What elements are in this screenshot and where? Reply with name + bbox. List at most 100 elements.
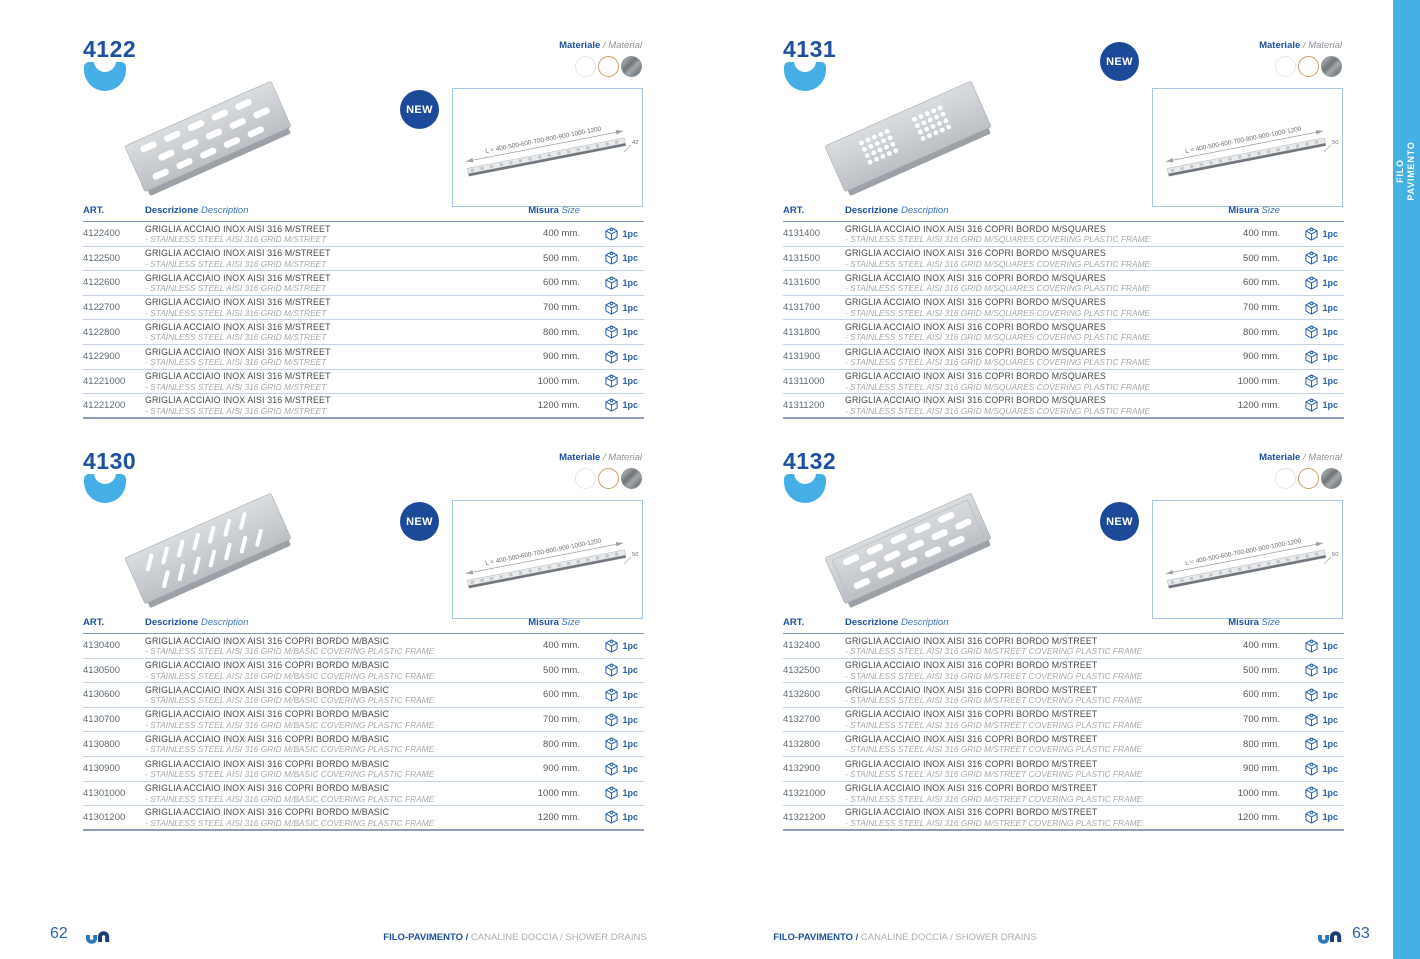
package-cell: 1pc bbox=[1280, 786, 1344, 800]
description-cell: GRIGLIA ACCIAIO INOX AISI 316 M/STREET -… bbox=[145, 297, 500, 318]
description-primary: GRIGLIA ACCIAIO INOX AISI 316 COPRI BORD… bbox=[845, 684, 1098, 695]
description-secondary: - STAINLESS STEEL AISI 316 GRID M/SQUARE… bbox=[845, 234, 1151, 245]
package-quantity: 1pc bbox=[622, 714, 638, 725]
description-cell: GRIGLIA ACCIAIO INOX AISI 316 COPRI BORD… bbox=[845, 224, 1200, 245]
package-cube-icon bbox=[605, 688, 619, 702]
table-row: 41311000 GRIGLIA ACCIAIO INOX AISI 316 C… bbox=[783, 370, 1344, 395]
technical-drawing: L = 400-500-600-700-800-900-1000-1200 50 bbox=[465, 538, 638, 589]
description-primary: GRIGLIA ACCIAIO INOX AISI 316 M/STREET bbox=[145, 248, 331, 259]
package-cell: 1pc bbox=[580, 276, 644, 290]
header-size: Misura Size bbox=[1228, 205, 1280, 216]
package-cube-icon bbox=[1305, 810, 1319, 824]
package-quantity: 1pc bbox=[1322, 400, 1338, 411]
table-row: 4132800 GRIGLIA ACCIAIO INOX AISI 316 CO… bbox=[783, 732, 1344, 757]
package-quantity: 1pc bbox=[622, 253, 638, 264]
package-cell: 1pc bbox=[1280, 350, 1344, 364]
article-number: 4122500 bbox=[83, 252, 120, 264]
package-cube-icon bbox=[605, 663, 619, 677]
table-row: 4132500 GRIGLIA ACCIAIO INOX AISI 316 CO… bbox=[783, 659, 1344, 684]
table-row: 4122700 GRIGLIA ACCIAIO INOX AISI 316 M/… bbox=[83, 296, 644, 321]
package-quantity: 1pc bbox=[622, 665, 638, 676]
package-cube-icon bbox=[605, 276, 619, 290]
size-value: 1000 mm. bbox=[1237, 375, 1280, 387]
package-quantity: 1pc bbox=[1322, 302, 1338, 313]
package-quantity: 1pc bbox=[1322, 788, 1338, 799]
table-row: 4130900 GRIGLIA ACCIAIO INOX AISI 316 CO… bbox=[83, 757, 644, 782]
header-art: ART. bbox=[783, 205, 805, 216]
description-secondary: - STAINLESS STEEL AISI 316 GRID M/SQUARE… bbox=[845, 357, 1151, 368]
table-rows: 4131400 GRIGLIA ACCIAIO INOX AISI 316 CO… bbox=[783, 222, 1344, 419]
package-cell: 1pc bbox=[580, 762, 644, 776]
article-number: 41321000 bbox=[783, 787, 826, 799]
description-primary: GRIGLIA ACCIAIO INOX AISI 316 COPRI BORD… bbox=[145, 684, 389, 695]
size-value: 800 mm. bbox=[543, 326, 580, 338]
package-cell: 1pc bbox=[580, 398, 644, 412]
side-tab-label: FILO PAVIMENTO bbox=[1395, 141, 1416, 201]
package-cell: 1pc bbox=[580, 251, 644, 265]
package-cell: 1pc bbox=[580, 737, 644, 751]
package-cell: 1pc bbox=[580, 713, 644, 727]
package-quantity: 1pc bbox=[1322, 665, 1338, 676]
description-primary: GRIGLIA ACCIAIO INOX AISI 316 COPRI BORD… bbox=[845, 783, 1098, 794]
description-primary: GRIGLIA ACCIAIO INOX AISI 316 COPRI BORD… bbox=[845, 660, 1098, 671]
package-quantity: 1pc bbox=[622, 228, 638, 239]
description-secondary: - STAINLESS STEEL AISI 316 GRID M/BASIC … bbox=[145, 793, 435, 804]
article-number: 4122800 bbox=[83, 326, 120, 338]
technical-drawing: L = 400-500-600-700-800-900-1000-1200 50 bbox=[1165, 538, 1338, 589]
package-cell: 1pc bbox=[1280, 663, 1344, 677]
product-code: 4131 bbox=[783, 36, 837, 62]
size-value: 900 mm. bbox=[1243, 763, 1280, 775]
size-value: 500 mm. bbox=[543, 252, 580, 264]
package-cell: 1pc bbox=[580, 350, 644, 364]
description-primary: GRIGLIA ACCIAIO INOX AISI 316 COPRI BORD… bbox=[145, 635, 389, 646]
package-cell: 1pc bbox=[1280, 276, 1344, 290]
size-value: 1200 mm. bbox=[1237, 811, 1280, 823]
size-value: 1000 mm. bbox=[537, 375, 580, 387]
package-cube-icon bbox=[605, 350, 619, 364]
product-code-block: 4131 bbox=[783, 38, 836, 91]
package-cell: 1pc bbox=[580, 325, 644, 339]
description-secondary: - STAINLESS STEEL AISI 316 GRID M/BASIC … bbox=[145, 670, 435, 681]
material-block: Materiale / Material bbox=[1259, 452, 1342, 489]
header-art: ART. bbox=[83, 617, 105, 628]
package-cube-icon bbox=[1305, 251, 1319, 265]
package-cell: 1pc bbox=[1280, 374, 1344, 388]
size-value: 900 mm. bbox=[1243, 351, 1280, 363]
package-cube-icon bbox=[605, 810, 619, 824]
product-section-4130: 4130 Materiale / Material NEW L = 400-50… bbox=[83, 450, 644, 850]
description-primary: GRIGLIA ACCIAIO INOX AISI 316 COPRI BORD… bbox=[845, 346, 1106, 357]
header-description: Descrizione Description bbox=[145, 617, 249, 628]
material-swatch-white bbox=[575, 468, 596, 489]
size-value: 400 mm. bbox=[543, 228, 580, 240]
package-cell: 1pc bbox=[1280, 398, 1344, 412]
description-primary: GRIGLIA ACCIAIO INOX AISI 316 COPRI BORD… bbox=[845, 248, 1106, 259]
table-row: 4131800 GRIGLIA ACCIAIO INOX AISI 316 CO… bbox=[783, 320, 1344, 345]
article-number: 4122700 bbox=[83, 302, 120, 314]
header-size: Misura Size bbox=[528, 617, 580, 628]
article-number: 4130400 bbox=[83, 640, 120, 652]
article-number: 41221000 bbox=[83, 375, 126, 387]
description-cell: GRIGLIA ACCIAIO INOX AISI 316 COPRI BORD… bbox=[845, 759, 1200, 780]
footer-breadcrumb-left: FILO-PAVIMENTO / CANALINE DOCCIA / SHOWE… bbox=[383, 932, 647, 943]
table-header: ART. Descrizione Description Misura Size bbox=[783, 617, 1344, 634]
description-cell: GRIGLIA ACCIAIO INOX AISI 316 M/STREET -… bbox=[145, 248, 500, 269]
description-cell: GRIGLIA ACCIAIO INOX AISI 316 COPRI BORD… bbox=[845, 660, 1200, 681]
product-image-4122 bbox=[105, 71, 315, 206]
product-section-4132: 4132 Materiale / Material NEW L = 400-50… bbox=[783, 450, 1344, 850]
size-value: 700 mm. bbox=[1243, 302, 1280, 314]
table-row: 4122600 GRIGLIA ACCIAIO INOX AISI 316 M/… bbox=[83, 271, 644, 296]
material-swatch-steel bbox=[1321, 468, 1342, 489]
table-row: 4130500 GRIGLIA ACCIAIO INOX AISI 316 CO… bbox=[83, 659, 644, 684]
new-badge: NEW bbox=[400, 90, 439, 129]
product-code: 4132 bbox=[783, 448, 837, 474]
description-secondary: - STAINLESS STEEL AISI 316 GRID M/STREET… bbox=[845, 744, 1143, 755]
description-cell: GRIGLIA ACCIAIO INOX AISI 316 COPRI BORD… bbox=[845, 709, 1200, 730]
description-secondary: - STAINLESS STEEL AISI 316 GRID M/STREET… bbox=[845, 817, 1143, 828]
header-description: Descrizione Description bbox=[845, 617, 949, 628]
description-cell: GRIGLIA ACCIAIO INOX AISI 316 COPRI BORD… bbox=[145, 660, 500, 681]
description-cell: GRIGLIA ACCIAIO INOX AISI 316 M/STREET -… bbox=[145, 224, 500, 245]
table-row: 4130400 GRIGLIA ACCIAIO INOX AISI 316 CO… bbox=[83, 634, 644, 659]
article-number: 4130700 bbox=[83, 714, 120, 726]
package-cube-icon bbox=[1305, 688, 1319, 702]
description-cell: GRIGLIA ACCIAIO INOX AISI 316 M/STREET -… bbox=[145, 395, 500, 416]
